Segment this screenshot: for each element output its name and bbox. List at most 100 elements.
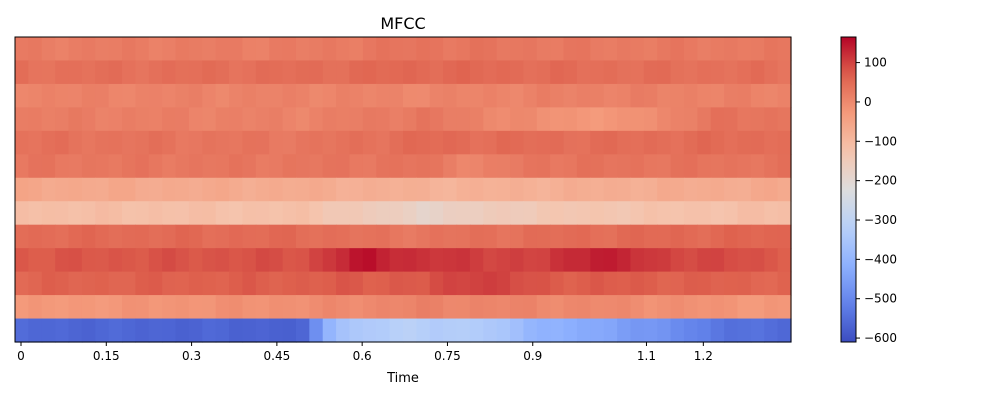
heatmap-cell bbox=[590, 37, 605, 62]
heatmap-cell bbox=[202, 130, 217, 155]
heatmap-cell bbox=[269, 201, 284, 226]
heatmap-cell bbox=[188, 154, 203, 179]
heatmap-cell bbox=[657, 177, 672, 202]
heatmap-cell bbox=[389, 177, 404, 202]
heatmap-cell bbox=[309, 271, 324, 296]
heatmap-cell bbox=[724, 60, 739, 85]
heatmap-cell bbox=[777, 154, 792, 179]
heatmap-cell bbox=[657, 224, 672, 249]
heatmap-cell bbox=[202, 318, 217, 343]
heatmap-cell bbox=[536, 60, 551, 85]
heatmap-cell bbox=[229, 154, 244, 179]
heatmap-cell bbox=[28, 37, 43, 62]
heatmap-cell bbox=[496, 248, 511, 273]
heatmap-cell bbox=[122, 248, 137, 273]
heatmap-cell bbox=[670, 37, 685, 62]
heatmap-cell bbox=[469, 248, 484, 273]
heatmap-cell bbox=[483, 295, 498, 320]
heatmap-cell bbox=[710, 201, 725, 226]
heatmap-cell bbox=[295, 60, 310, 85]
heatmap-cell bbox=[443, 201, 458, 226]
heatmap-cell bbox=[617, 248, 632, 273]
heatmap-cell bbox=[483, 248, 498, 273]
heatmap-cell bbox=[135, 37, 150, 62]
heatmap-cell bbox=[162, 248, 177, 273]
heatmap-cell bbox=[443, 318, 458, 343]
heatmap-cell bbox=[148, 224, 163, 249]
heatmap-cell bbox=[496, 177, 511, 202]
heatmap-cell bbox=[750, 83, 765, 108]
heatmap-cell bbox=[710, 83, 725, 108]
heatmap-cell bbox=[28, 154, 43, 179]
heatmap-cell bbox=[590, 295, 605, 320]
heatmap-cell bbox=[683, 318, 698, 343]
heatmap-cell bbox=[269, 224, 284, 249]
heatmap-cell bbox=[496, 83, 511, 108]
heatmap-cell bbox=[122, 201, 137, 226]
x-axis: 0 0.15 0.3 0.45 0.6 0.75 0.9 1.1 1.2 bbox=[17, 342, 713, 363]
heatmap-cell bbox=[764, 130, 779, 155]
heatmap-cell bbox=[336, 154, 351, 179]
heatmap-cell bbox=[202, 177, 217, 202]
heatmap-cell bbox=[81, 60, 96, 85]
heatmap-cell bbox=[403, 130, 417, 155]
heatmap-cell bbox=[362, 83, 377, 108]
heatmap-cell bbox=[697, 177, 712, 202]
heatmap-cell bbox=[362, 37, 377, 62]
heatmap-cell bbox=[429, 154, 444, 179]
heatmap-cell bbox=[376, 107, 391, 132]
heatmap-cell bbox=[135, 295, 150, 320]
heatmap-cell bbox=[242, 177, 257, 202]
heatmap-cell bbox=[550, 107, 565, 132]
heatmap-cell bbox=[496, 271, 511, 296]
heatmap-cell bbox=[309, 201, 324, 226]
heatmap-cell bbox=[536, 37, 551, 62]
heatmap-cell bbox=[229, 37, 244, 62]
heatmap-cell bbox=[657, 37, 672, 62]
x-tick-label: 0.45 bbox=[264, 349, 291, 363]
heatmap-cell bbox=[362, 224, 377, 249]
heatmap-cell bbox=[724, 271, 739, 296]
heatmap-cell bbox=[175, 60, 190, 85]
heatmap-cell bbox=[563, 295, 578, 320]
heatmap-cell bbox=[403, 271, 417, 296]
heatmap-cell bbox=[242, 248, 257, 273]
heatmap-cell bbox=[630, 154, 645, 179]
heatmap-cell bbox=[510, 318, 525, 343]
heatmap-cell bbox=[510, 107, 525, 132]
heatmap-cell bbox=[15, 37, 29, 62]
heatmap-cell bbox=[95, 37, 110, 62]
heatmap-cell bbox=[242, 318, 257, 343]
heatmap-cell bbox=[389, 248, 404, 273]
heatmap-cell bbox=[122, 318, 137, 343]
heatmap-cell bbox=[403, 107, 417, 132]
heatmap-cell bbox=[349, 201, 364, 226]
heatmap-cell bbox=[496, 201, 511, 226]
heatmap-cell bbox=[295, 201, 310, 226]
heatmap-cell bbox=[416, 318, 431, 343]
heatmap-cell bbox=[122, 107, 137, 132]
heatmap-cell bbox=[643, 295, 658, 320]
heatmap-cell bbox=[670, 318, 685, 343]
heatmap-cell bbox=[563, 83, 578, 108]
heatmap-cell bbox=[737, 248, 752, 273]
heatmap-cell bbox=[41, 295, 56, 320]
heatmap-cell bbox=[28, 318, 43, 343]
heatmap-cell bbox=[376, 60, 391, 85]
heatmap-cell bbox=[148, 37, 163, 62]
heatmap-cell bbox=[603, 224, 618, 249]
heatmap-cell bbox=[282, 295, 297, 320]
heatmap-cell bbox=[135, 107, 150, 132]
heatmap-cell bbox=[683, 107, 698, 132]
heatmap-cell bbox=[469, 224, 484, 249]
heatmap-cell bbox=[764, 224, 779, 249]
colorbar-tick-label: 0 bbox=[864, 95, 872, 109]
heatmap-cell bbox=[255, 83, 270, 108]
heatmap-cell bbox=[429, 318, 444, 343]
heatmap-cell bbox=[563, 201, 578, 226]
heatmap-cell bbox=[215, 201, 230, 226]
heatmap-cell bbox=[510, 37, 525, 62]
heatmap-cell bbox=[670, 224, 685, 249]
heatmap-cell bbox=[590, 271, 605, 296]
colorbar-tick-label: 100 bbox=[864, 56, 887, 70]
